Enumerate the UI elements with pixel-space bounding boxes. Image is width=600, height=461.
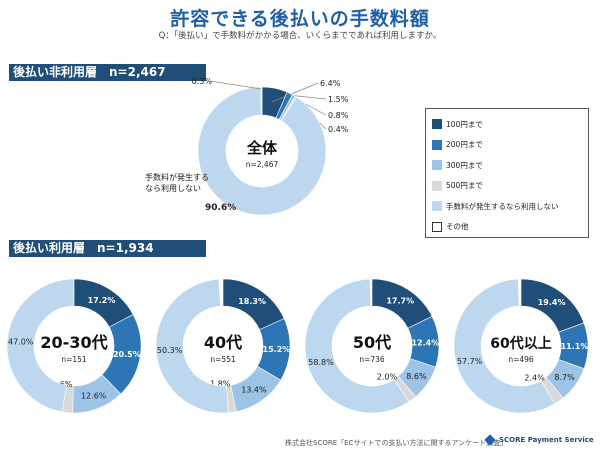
legend: 100円まで 200円まで 300円まで 500円まで手数料が発生するなら利用しないそ… [425, 108, 589, 238]
data-label: 50.3% [157, 346, 183, 355]
brand-logo: SCORE Payment Service [484, 434, 594, 446]
donut-sample-size: n=2,467 [246, 160, 279, 169]
data-label: 11.1% [561, 342, 589, 351]
donut-sample-size: n=736 [359, 355, 385, 364]
donut-slice [155, 278, 229, 414]
donut-slice [197, 86, 327, 216]
data-label: 19.4% [538, 298, 566, 307]
data-label: 47.0% [8, 337, 34, 346]
legend-swatch [432, 180, 442, 191]
data-label: 17.7% [386, 297, 414, 306]
legend-label: 200円まで [446, 140, 483, 150]
legend-label: 300円まで [446, 160, 483, 170]
survey-question: Q：「後払い」で手数料がかかる場合、いくらまでであれば利用しますか。 [158, 31, 442, 41]
legend-item: 手数料が発生するなら利用しない [432, 196, 582, 217]
donut-slice [260, 86, 263, 116]
data-label: 2.4% [524, 373, 545, 382]
donut-slice [453, 278, 556, 414]
data-label: 8.6% [406, 372, 427, 381]
data-label: 8.7% [554, 373, 575, 382]
donut-center-title: 50代 [353, 333, 391, 352]
source-note: 株式会社SCORE「ECサイトでの支払い方法に関するアンケート調査」 [285, 439, 508, 447]
data-label: 2.0% [377, 372, 398, 381]
section-header-nonusers: 後払い非利用層 n=2,467 [9, 64, 206, 81]
legend-swatch [432, 119, 442, 130]
legend-swatch [432, 201, 442, 212]
data-label: 0.8% [328, 111, 349, 120]
score-logo-icon [484, 434, 496, 446]
donut-slice [6, 278, 75, 413]
slice-annotation: 手数料が発生するなら利用しない [145, 172, 209, 193]
legend-item: 300円まで [432, 155, 582, 176]
data-label: 17.2% [88, 296, 116, 305]
legend-swatch [432, 139, 442, 150]
legend-swatch [432, 160, 442, 171]
data-label: 57.7% [457, 357, 483, 366]
legend-item: その他 [432, 217, 582, 238]
legend-item: 500円まで [432, 176, 582, 197]
donut-center-title: 全体 [246, 139, 278, 157]
legend-item: 100円まで [432, 114, 582, 135]
data-label: 15.2% [263, 345, 291, 354]
data-label: 58.8% [308, 358, 334, 367]
legend-label: 100円まで [446, 119, 483, 129]
data-label: 1.5% [328, 95, 349, 104]
chart-title: 許容できる後払いの手数料額 [170, 8, 430, 30]
section-header-users: 後払い利用層 n=1,934 [9, 240, 206, 257]
legend-label: 500円まで [446, 181, 483, 191]
leader-line [209, 80, 262, 90]
legend-item: 200円まで [432, 135, 582, 156]
donut-slice [304, 278, 410, 414]
donut-center-title: 20-30代 [40, 333, 107, 352]
leader-line [271, 82, 319, 103]
data-label: 12.4% [411, 338, 439, 347]
donut-sample-size: n=496 [508, 355, 534, 364]
data-label: 12.6% [81, 392, 107, 401]
legend-swatch [432, 221, 442, 232]
legend-label: 手数料が発生するなら利用しない [446, 201, 559, 211]
data-label: 18.3% [238, 297, 266, 306]
data-label: 90.6% [205, 203, 236, 213]
donut-sample-size: n=151 [61, 355, 87, 364]
data-label: 1.8% [210, 380, 231, 389]
brand-name: SCORE Payment Service [499, 436, 594, 444]
data-label: 0.3% [192, 77, 213, 86]
donut-sample-size: n=551 [210, 355, 236, 364]
leader-line [288, 94, 327, 100]
data-label: 20.5% [113, 350, 141, 359]
data-label: 6.4% [320, 79, 341, 88]
data-label: 0.4% [328, 125, 349, 134]
data-label: 13.4% [241, 386, 267, 395]
donut-center-title: 40代 [204, 333, 242, 352]
donut-center-title: 60代以上 [490, 335, 551, 352]
legend-label: その他 [446, 222, 469, 232]
